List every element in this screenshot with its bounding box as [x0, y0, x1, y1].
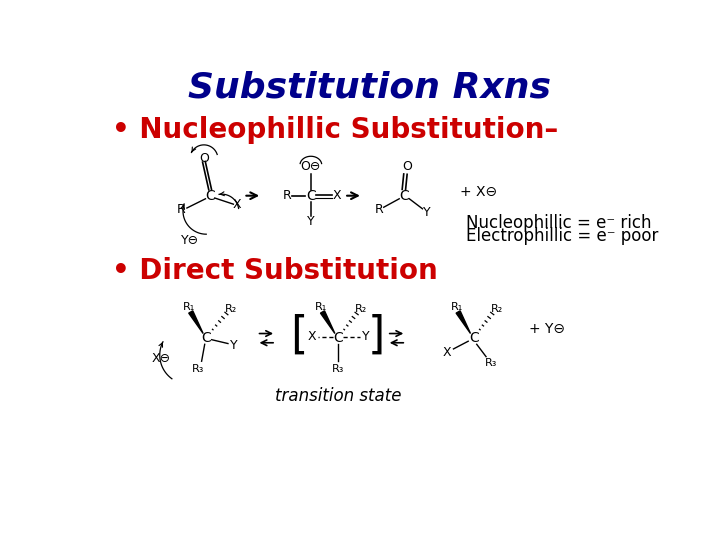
- Text: R₂: R₂: [225, 304, 237, 314]
- Text: O: O: [199, 152, 209, 165]
- Polygon shape: [320, 311, 335, 334]
- Text: C: C: [205, 188, 215, 202]
- Text: R₁: R₁: [451, 302, 463, 312]
- Text: ]: ]: [368, 314, 385, 356]
- Polygon shape: [189, 311, 203, 334]
- Text: R₁: R₁: [183, 302, 195, 312]
- Text: X: X: [232, 198, 240, 212]
- Text: C: C: [469, 331, 479, 345]
- Text: R: R: [283, 189, 292, 202]
- Text: X⊖: X⊖: [152, 352, 171, 365]
- Text: R: R: [176, 203, 185, 216]
- Text: Nucleophillic = e⁻ rich: Nucleophillic = e⁻ rich: [466, 214, 652, 232]
- Text: C: C: [202, 331, 211, 345]
- Text: O: O: [402, 160, 412, 173]
- Text: C: C: [399, 188, 409, 202]
- Text: C: C: [333, 331, 343, 345]
- Text: X: X: [307, 330, 316, 343]
- Text: Y: Y: [307, 215, 315, 228]
- Text: Substitution Rxns: Substitution Rxns: [187, 71, 551, 105]
- Text: • Direct Substitution: • Direct Substitution: [112, 257, 438, 285]
- Text: Y: Y: [230, 339, 238, 353]
- Text: + X⊖: + X⊖: [459, 185, 497, 199]
- Text: X: X: [443, 346, 451, 359]
- Text: R: R: [374, 203, 384, 216]
- Text: X: X: [333, 189, 341, 202]
- Text: Y: Y: [423, 206, 431, 219]
- Text: R₃: R₃: [332, 364, 344, 374]
- Text: O⊖: O⊖: [301, 160, 321, 173]
- Text: C: C: [306, 188, 316, 202]
- Text: + Y⊖: + Y⊖: [529, 322, 565, 336]
- Polygon shape: [456, 311, 471, 334]
- Text: [: [: [291, 314, 308, 356]
- Text: Y: Y: [362, 330, 369, 343]
- Text: • Nucleophillic Substitution–: • Nucleophillic Substitution–: [112, 116, 558, 144]
- Text: Y⊖: Y⊖: [181, 234, 199, 247]
- Text: R₂: R₂: [355, 304, 367, 314]
- Text: Electrophillic = e⁻ poor: Electrophillic = e⁻ poor: [466, 227, 658, 245]
- Text: R₃: R₃: [192, 364, 204, 374]
- Text: transition state: transition state: [275, 387, 401, 405]
- Text: R₃: R₃: [485, 358, 497, 368]
- Text: R₁: R₁: [315, 302, 327, 312]
- Text: R₂: R₂: [491, 304, 503, 314]
